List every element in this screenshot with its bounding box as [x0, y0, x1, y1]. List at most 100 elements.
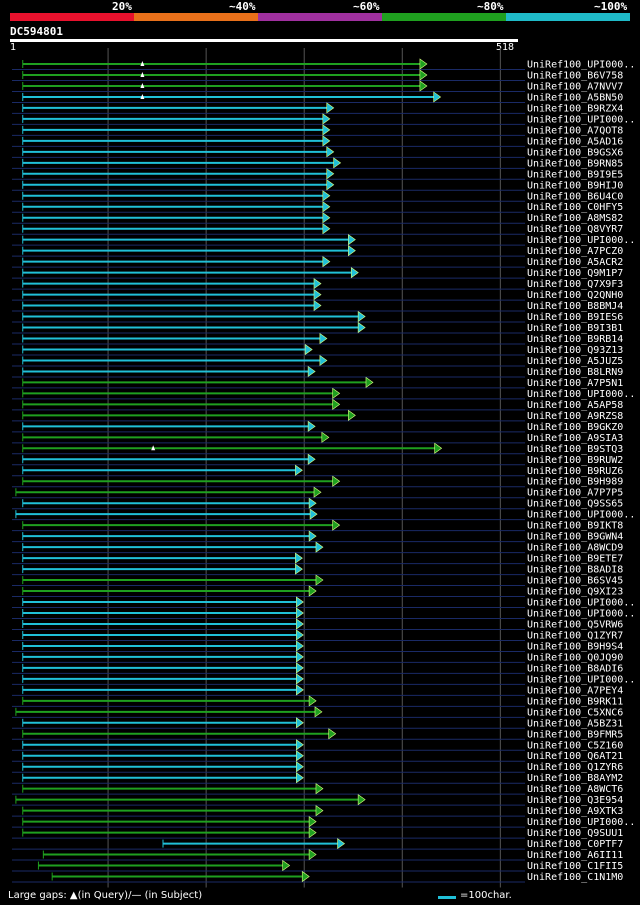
hit-label: UniRef100_A9SIA3: [527, 433, 623, 444]
hit-arrowhead: [313, 278, 322, 290]
hit-arrowhead: [295, 552, 303, 564]
hit-label: UniRef100_UPI000..: [527, 674, 635, 685]
hit-arrowhead: [322, 113, 331, 125]
hit-arrowhead: [307, 453, 316, 465]
hit-arrowhead: [313, 288, 322, 301]
hit-label: UniRef100_Q1ZYR7: [527, 630, 623, 641]
hit-label: UniRef100_C5XNC6: [527, 707, 623, 718]
hit-arrowhead: [308, 816, 317, 828]
hit-label: UniRef100_A5ACR2: [527, 257, 623, 268]
hit-arrowhead: [301, 870, 310, 883]
hit-arrowhead: [308, 848, 317, 861]
hit-label: UniRef100_C0HFY5: [527, 202, 623, 213]
hit-arrowhead: [322, 256, 331, 268]
hit-label: UniRef100_UPI000..: [527, 598, 635, 609]
hit-arrowhead: [304, 343, 313, 356]
hit-label: UniRef100_UPI000..: [527, 60, 635, 71]
hit-label: UniRef100_Q9M1P7: [527, 268, 623, 279]
hit-arrowhead: [313, 299, 322, 312]
hit-arrowhead: [296, 618, 304, 630]
hit-label: UniRef100_B9RZX4: [527, 103, 623, 114]
gap-marker: [151, 445, 156, 451]
hit-arrowhead: [419, 80, 428, 92]
hit-arrowhead: [326, 179, 335, 191]
hit-arrowhead: [296, 651, 304, 663]
hit-label: UniRef100_UPI000..: [527, 510, 635, 521]
hit-arrowhead: [332, 519, 341, 531]
hit-arrowhead: [332, 475, 341, 487]
hit-label: UniRef100_A5AD16: [527, 136, 623, 147]
hit-label: UniRef100_B6U4C0: [527, 191, 623, 202]
hit-label: UniRef100_Q9XI23: [527, 587, 623, 598]
hit-label: UniRef100_A7PEY4: [527, 685, 623, 696]
hit-arrowhead: [348, 234, 356, 246]
hit-label: UniRef100_UPI000..: [527, 114, 635, 125]
hit-label: UniRef100_B6SV45: [527, 576, 623, 587]
hit-arrowhead: [295, 464, 303, 476]
hit-label: UniRef100_C1N1M0: [527, 872, 623, 883]
hit-label: UniRef100_C0PTF7: [527, 839, 623, 850]
hit-label: UniRef100_B9ETE7: [527, 554, 623, 565]
hit-label: UniRef100_A5BZ31: [527, 718, 623, 729]
hit-arrowhead: [296, 640, 304, 652]
hit-label: UniRef100_B9GSX6: [527, 147, 623, 158]
hit-arrowhead: [296, 629, 304, 641]
gaps-legend: Large gaps: ▲(in Query)/— (in Subject): [8, 890, 203, 901]
legend-label-1: 20%: [112, 0, 132, 13]
hit-arrowhead: [308, 497, 317, 509]
query-id: DC594801: [10, 25, 63, 38]
hit-label: UniRef100_Q5VRW6: [527, 619, 623, 630]
hit-label: UniRef100_A9RZS8: [527, 411, 623, 422]
identity-legend: 20% ~40% ~60% ~80% ~100%: [0, 0, 640, 13]
hit-label: UniRef100_B9GKZ0: [527, 422, 623, 433]
gap-marker: [140, 71, 145, 77]
hit-arrowhead: [419, 69, 428, 81]
hit-label: UniRef100_Q93Z13: [527, 345, 623, 356]
hit-label: UniRef100_A5BN50: [527, 92, 623, 103]
hit-label: UniRef100_UPI000..: [527, 235, 635, 246]
hit-label: UniRef100_Q1ZYR6: [527, 762, 623, 773]
hit-label: UniRef100_A7NVV7: [527, 81, 623, 92]
hit-label: UniRef100_UPI000..: [527, 817, 635, 828]
hit-arrowhead: [296, 673, 304, 685]
hit-arrowhead: [332, 398, 341, 410]
hit-label: UniRef100_B8LRN9: [527, 367, 623, 378]
gap-marker: [140, 61, 145, 66]
hit-arrowhead: [296, 662, 304, 674]
legend-label-3: ~60%: [353, 0, 380, 13]
hit-arrowhead: [348, 245, 356, 257]
hit-label: UniRef100_Q7X9F3: [527, 279, 623, 290]
hit-label: UniRef100_A7P5N1: [527, 378, 623, 389]
scale-bar: [438, 896, 456, 899]
hit-arrowhead: [328, 728, 337, 740]
legend-segment-3: [258, 13, 382, 21]
legend-segment-1: [10, 13, 134, 21]
hit-arrowhead: [322, 201, 331, 213]
hit-arrowhead: [419, 58, 428, 70]
hit-label: UniRef100_UPI000..: [527, 609, 635, 620]
hit-arrowhead: [296, 772, 304, 784]
hit-arrowhead: [309, 508, 318, 520]
hit-label: UniRef100_A7PCZ0: [527, 246, 623, 257]
hit-label: UniRef100_Q8VYR7: [527, 224, 623, 235]
hit-label: UniRef100_UPI000..: [527, 389, 635, 400]
hit-label: UniRef100_B8BMJ4: [527, 301, 623, 312]
hit-label: UniRef100_B9H989: [527, 477, 623, 488]
identity-color-bar: [10, 13, 630, 21]
hit-arrowhead: [319, 354, 328, 367]
scale-label: =100char.: [460, 890, 512, 901]
hit-arrowhead: [295, 563, 303, 575]
hit-label: UniRef100_C5Z160: [527, 740, 623, 751]
hit-arrowhead: [307, 365, 316, 378]
hit-label: UniRef100_B9IKT8: [527, 521, 623, 532]
hit-label: UniRef100_Q6AT21: [527, 751, 623, 762]
hit-arrowhead: [322, 135, 331, 147]
hit-label: UniRef100_B9GWN4: [527, 532, 623, 543]
hit-arrowhead: [357, 310, 366, 323]
hit-label: UniRef100_Q0JQ90: [527, 652, 623, 663]
hit-arrowhead: [315, 805, 324, 817]
hit-label: UniRef100_A6II11: [527, 850, 623, 861]
query-start-label: 1: [10, 42, 17, 53]
hit-arrowhead: [322, 223, 331, 235]
